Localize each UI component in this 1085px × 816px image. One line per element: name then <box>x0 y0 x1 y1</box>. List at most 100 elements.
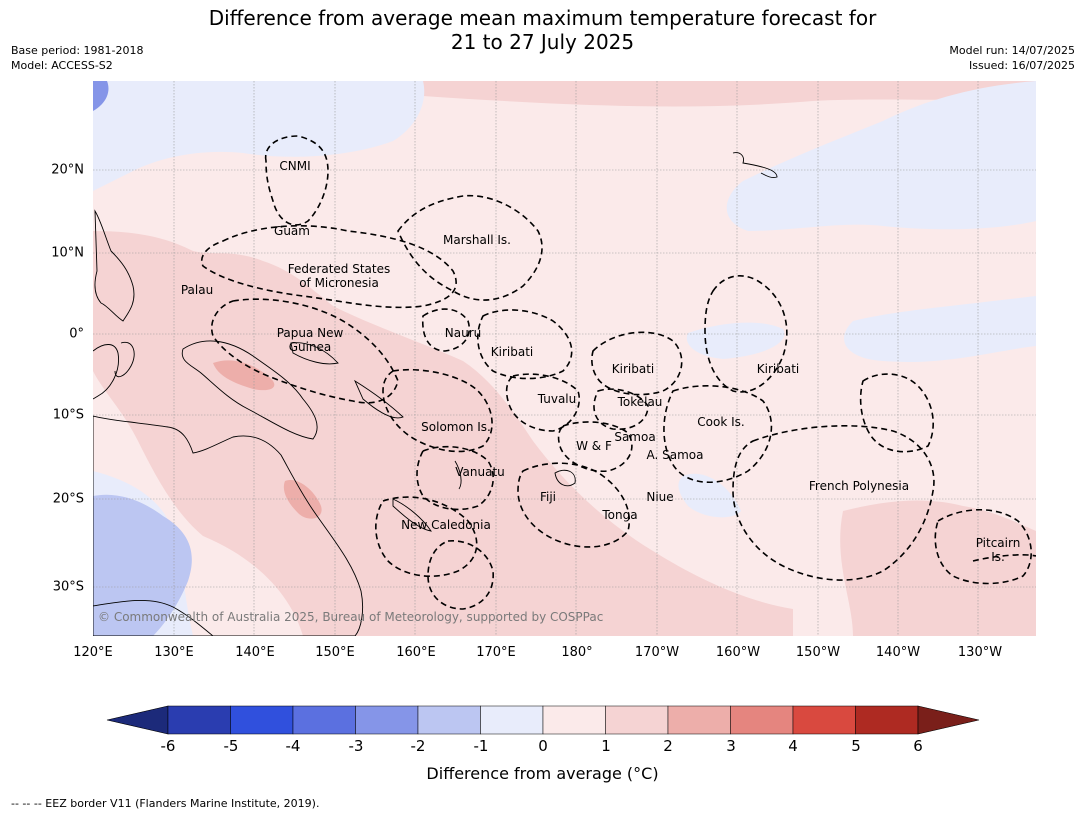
lon-label-150w: 150°W <box>795 645 841 660</box>
region-label-tokelau: Tokelau <box>617 395 663 409</box>
colorbar-tick-label: -4 <box>285 737 301 755</box>
gridlines <box>93 81 1036 636</box>
lat-label-30s: 30°S <box>52 579 84 595</box>
region-label-pitcairn: Pitcairn Is. <box>976 536 1021 564</box>
region-label-kiribati-west: Kiribati <box>490 345 534 359</box>
colorbar-tick-label: -3 <box>348 737 364 755</box>
anomaly-map: © Commonwealth of Australia 2025, Bureau… <box>93 81 1036 636</box>
lon-label-180: 180° <box>561 645 593 660</box>
lat-label-20n: 20°N <box>51 162 84 178</box>
colorbar-segment <box>542 705 606 735</box>
region-label-wallis-futuna: W & F <box>576 439 612 453</box>
anomaly-neg-niue <box>678 473 741 518</box>
colorbar-segment <box>480 705 544 735</box>
eez-borders <box>201 135 1036 610</box>
meta-left: Base period: 1981-2018 Model: ACCESS-S2 <box>11 43 143 73</box>
anomaly-neg-ne <box>726 81 1036 231</box>
lat-label-10s: 10°S <box>52 407 84 423</box>
colorbar-tick-label: -1 <box>473 737 489 755</box>
lon-label-140e: 140°E <box>235 645 275 660</box>
eez-nauru <box>421 308 470 352</box>
region-label-fsm-line2: of Micronesia <box>299 276 379 290</box>
region-label-cnmi: CNMI <box>279 159 311 173</box>
eez-tuvalu <box>505 373 580 432</box>
colorbar-segment <box>855 705 919 735</box>
region-label-american-samoa: A. Samoa <box>646 448 704 462</box>
region-label-samoa: Samoa <box>614 430 656 444</box>
eez-kiribati-c <box>591 331 683 396</box>
copyright-text: © Commonwealth of Australia 2025, Bureau… <box>98 610 603 624</box>
region-label-pitcairn-line2: Is. <box>991 550 1005 564</box>
region-label-kiribati-central: Kiribati <box>611 362 655 376</box>
region-label-marshall: Marshall Is. <box>443 233 511 247</box>
eez-norfolk <box>427 540 494 610</box>
region-label-niue: Niue <box>646 490 674 504</box>
anomaly-neg-nw <box>93 81 425 191</box>
lon-label-170e: 170°E <box>476 645 516 660</box>
colorbar-segment <box>417 705 481 735</box>
region-label-new-caledonia: New Caledonia <box>401 518 491 532</box>
eez-wallis-futuna-samoa <box>557 421 633 473</box>
lon-label-130e: 130°E <box>154 645 194 660</box>
hawaii-coast <box>732 152 778 178</box>
eez-pitcairn-ext <box>972 554 1036 562</box>
colorbar <box>106 705 980 735</box>
region-label-png: Papua New Guinea <box>277 326 344 354</box>
vanuatu-coast <box>454 460 462 490</box>
base-period: Base period: 1981-2018 <box>11 44 144 57</box>
new-guinea-coast <box>181 340 318 440</box>
eez-french-polynesia <box>732 425 935 581</box>
lat-label-10n: 10°N <box>51 245 84 261</box>
region-label-solomon: Solomon Is. <box>421 420 491 434</box>
colorbar-segment <box>605 705 669 735</box>
coastlines <box>93 152 778 636</box>
eez-pitcairn <box>934 508 1033 585</box>
colorbar-tick-label: 1 <box>601 737 611 755</box>
region-label-nauru: Nauru <box>444 326 482 340</box>
region-label-fsm-line1: Federated States <box>287 262 391 276</box>
colorbar-tick-label: 3 <box>726 737 736 755</box>
colorbar-segment <box>230 705 294 735</box>
anomaly-neg-2-1-sw <box>93 494 192 636</box>
eez-fiji-tonga <box>517 462 630 548</box>
sulawesi-coast <box>114 341 135 378</box>
region-label-kiribati-east: Kiribati <box>756 362 800 376</box>
lon-label-160e: 160°E <box>396 645 436 660</box>
colorbar-segment <box>792 705 856 735</box>
region-label-palau: Palau <box>180 283 214 297</box>
region-label-fsm: Federated States of Micronesia <box>288 262 390 290</box>
eez-solomon <box>382 368 493 453</box>
colorbar-segment <box>730 705 794 735</box>
region-label-guam: Guam <box>274 224 310 238</box>
lat-label-20s: 20°S <box>52 491 84 507</box>
borneo-coast <box>93 344 119 400</box>
eez-cook <box>663 385 773 483</box>
lon-label-160w: 160°W <box>715 645 761 660</box>
colorbar-tick-label: -2 <box>410 737 426 755</box>
region-label-cook: Cook Is. <box>697 415 745 429</box>
region-label-png-line2: Guinea <box>288 340 332 354</box>
australia-south-coast <box>93 600 214 636</box>
colorbar-segment <box>667 705 731 735</box>
bismarck-coast <box>290 342 339 365</box>
philippines-coast <box>94 209 135 322</box>
anomaly-1-2-south <box>840 500 1036 636</box>
title-line-2: 21 to 27 July 2025 <box>450 30 635 54</box>
colorbar-extend-low <box>106 705 169 735</box>
anomaly-2-3-png <box>213 360 275 391</box>
region-label-tonga: Tonga <box>602 508 638 522</box>
lon-label-120e: 120°E <box>73 645 113 660</box>
region-label-fiji: Fiji <box>539 490 557 504</box>
colorbar-tick-label: -5 <box>223 737 239 755</box>
eez-kiribati-e <box>704 275 788 393</box>
lon-label-130w: 130°W <box>957 645 1003 660</box>
eez-fsm <box>201 225 457 309</box>
colorbar-segments <box>167 705 919 735</box>
eez-vanuatu <box>416 445 494 511</box>
anomaly-neg-central <box>686 322 785 359</box>
colorbar-tick-label: 4 <box>788 737 798 755</box>
model-run: Model run: 14/07/2025 <box>949 44 1075 57</box>
region-label-png-line1: Papua New <box>276 326 344 340</box>
fiji-coast <box>554 469 576 487</box>
region-label-vanuatu: Vanuatu <box>455 465 505 479</box>
